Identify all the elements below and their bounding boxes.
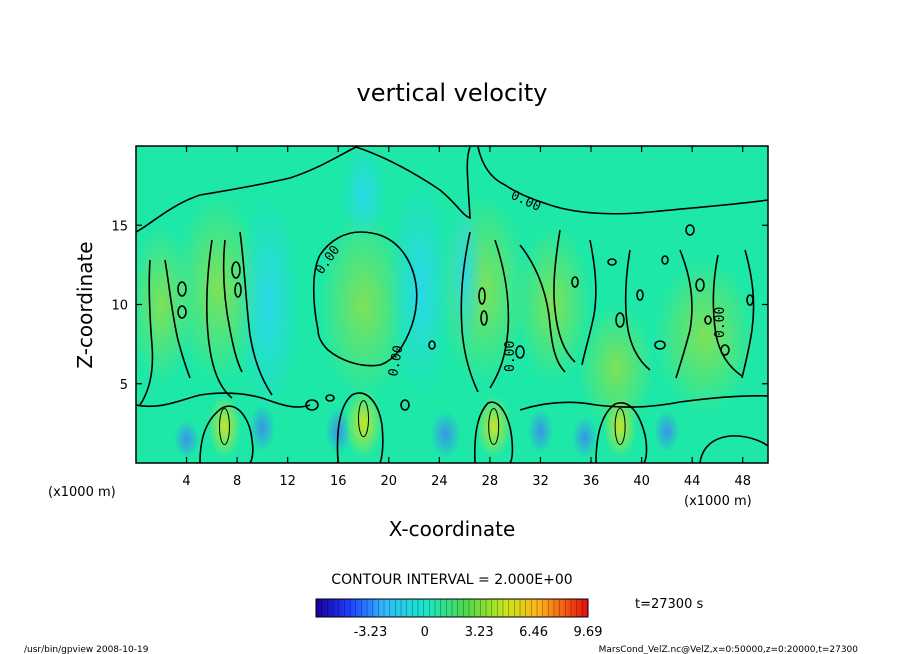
- contour-label: 0.00: [386, 344, 406, 377]
- updraft-core-contour: [488, 408, 500, 446]
- y-tick-label: 15: [111, 219, 128, 234]
- field-patch: [572, 417, 598, 459]
- colorbar-tick-label: 9.69: [574, 625, 603, 640]
- colorbar-tick-label: 3.23: [465, 625, 494, 640]
- field-patch: [654, 410, 680, 452]
- colorbar-tick-labels: -3.23 0 3.23 6.46 9.69: [354, 625, 603, 640]
- field-patch: [445, 193, 484, 353]
- field-patch: [654, 256, 756, 416]
- updraft-core-contour: [358, 400, 370, 438]
- chart-title: vertical velocity: [357, 79, 548, 107]
- time-label: t=27300 s: [635, 597, 703, 612]
- colorbar-tick-label: 6.46: [519, 625, 548, 640]
- x-tick-label: 24: [431, 474, 448, 489]
- x-tick-label: 4: [182, 474, 190, 489]
- field-patch: [237, 193, 301, 416]
- field-patch: [173, 420, 200, 459]
- contour-lines: [136, 146, 768, 463]
- field-patch: [340, 146, 387, 242]
- field-patch: [249, 404, 276, 452]
- x-tick-label: 12: [279, 474, 296, 489]
- plot-area: 0.00 0.00 0.00 0.00 0.00 4 8 12 16 20 24 28 32 3…: [111, 145, 769, 489]
- x-unit-left: (x1000 m): [48, 485, 116, 500]
- x-tick-label: 20: [381, 474, 398, 489]
- contour-interval: CONTOUR INTERVAL = 2.000E+00: [331, 572, 572, 588]
- x-axis-ticks: 4 8 12 16 20 24 28 32 36 40 44 48: [182, 146, 751, 489]
- colorbar: -3.23 0 3.23 6.46 9.69: [315, 598, 603, 640]
- updraft-core-contours: [218, 400, 626, 446]
- x-unit-right: (x1000 m): [684, 494, 752, 509]
- field-patch: [388, 177, 452, 400]
- y-tick-label: 5: [120, 378, 128, 393]
- x-tick-label: 36: [583, 474, 600, 489]
- x-tick-label: 40: [633, 474, 650, 489]
- x-tick-label: 28: [482, 474, 499, 489]
- y-axis-ticks: 5 10 15: [111, 219, 768, 393]
- colorbar-tick-label: -3.23: [354, 625, 388, 640]
- x-tick-label: 8: [233, 474, 241, 489]
- contour-label: 0.00: [713, 307, 728, 338]
- field-patch: [319, 209, 408, 400]
- x-tick-label: 16: [330, 474, 347, 489]
- colorbar-tick-label: 0: [421, 625, 429, 640]
- field-patch: [515, 225, 592, 384]
- x-axis-label: X-coordinate: [389, 517, 516, 541]
- footer-right: MarsCond_VelZ.nc@VelZ,x=0:50000,z=0:2000…: [599, 645, 859, 654]
- colorbar-divisions: [321, 599, 583, 617]
- y-axis-label: Z-coordinate: [73, 241, 97, 368]
- updraft-core-contour: [218, 408, 230, 446]
- field-patch: [344, 388, 383, 459]
- x-tick-label: 44: [684, 474, 701, 489]
- x-tick-label: 32: [532, 474, 549, 489]
- field-patch: [578, 304, 655, 432]
- field-patch: [208, 394, 241, 459]
- field-patch: [430, 410, 461, 459]
- x-tick-label: 48: [734, 474, 751, 489]
- updraft-core-contour: [614, 408, 626, 446]
- contour-label: 0.00: [503, 341, 518, 372]
- field-patch: [527, 409, 554, 454]
- footer-left: /usr/bin/gpview 2008-10-19: [24, 645, 149, 654]
- y-tick-label: 10: [111, 299, 128, 314]
- field-patch: [476, 394, 512, 459]
